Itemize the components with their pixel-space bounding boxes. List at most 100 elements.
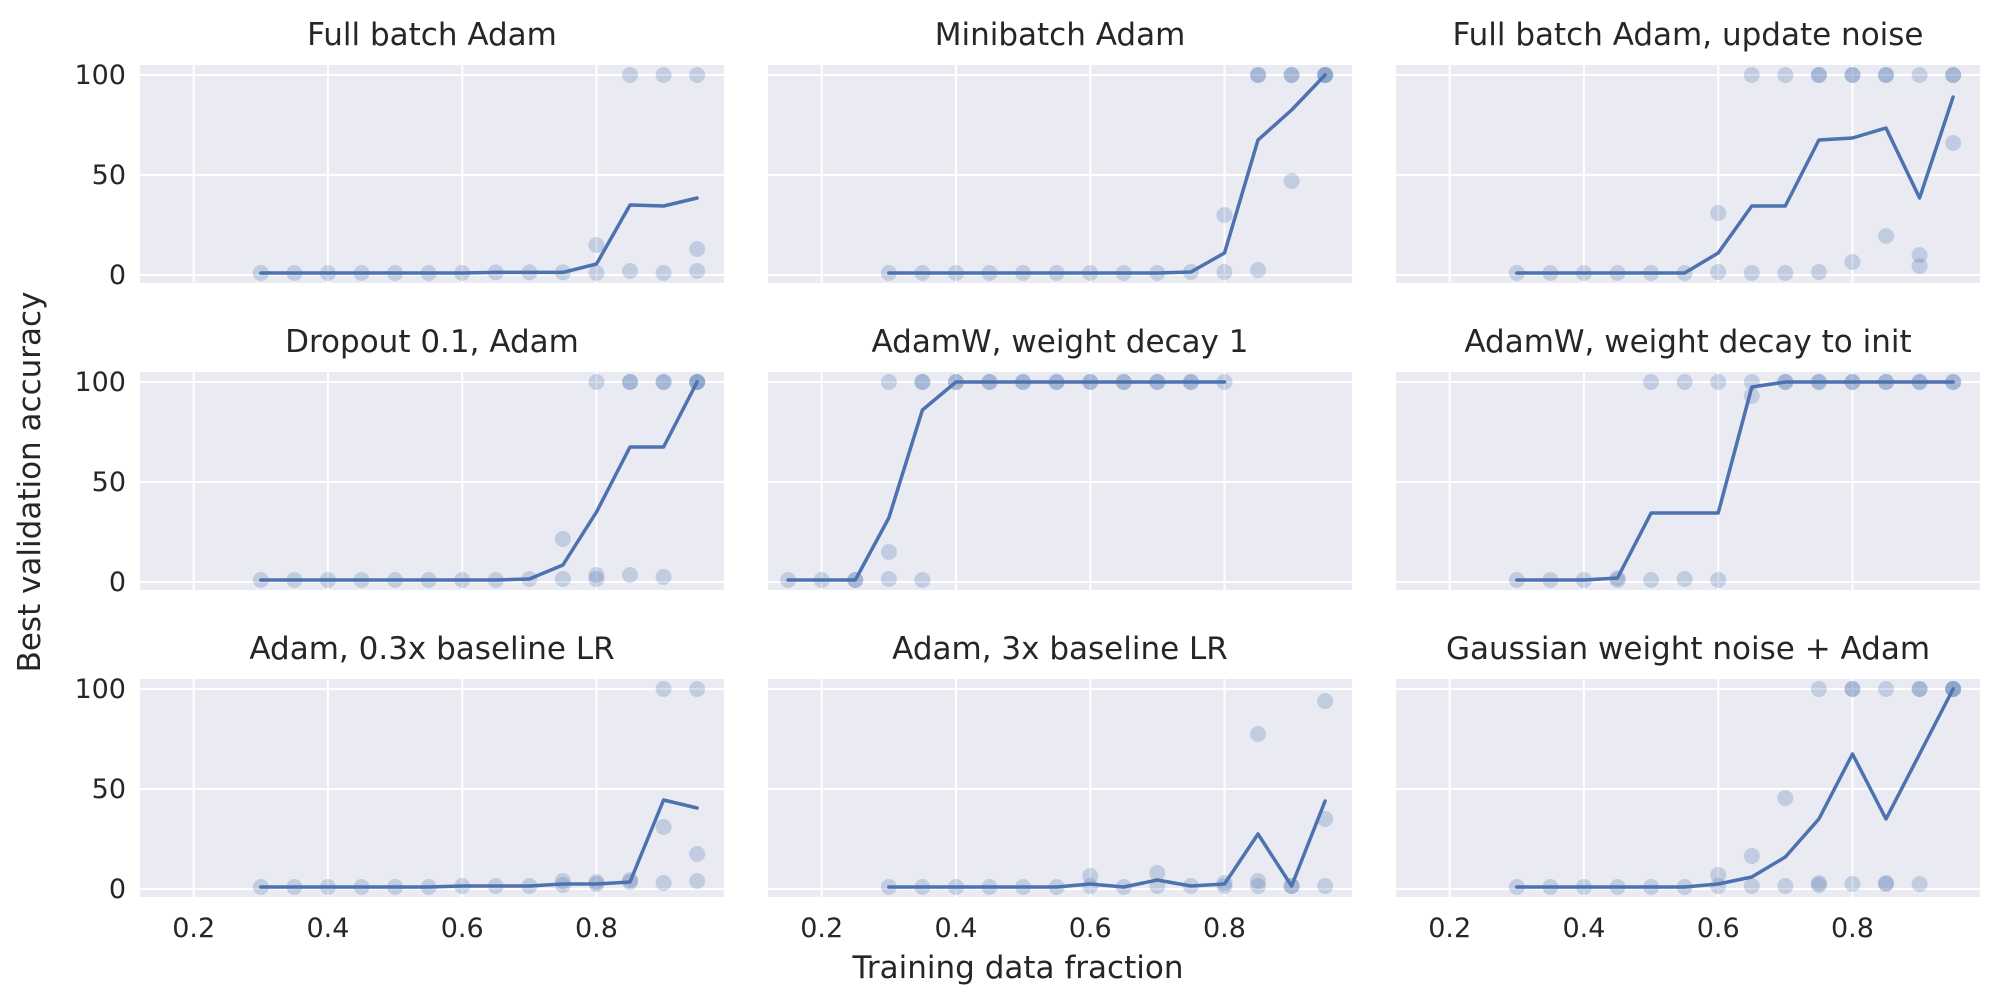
run-point: [588, 571, 605, 587]
y-tick-label: 0: [109, 567, 126, 598]
x-axis-label: Training data fraction: [852, 950, 1184, 986]
run-point: [1777, 67, 1794, 83]
run-point: [655, 681, 672, 697]
run-point: [655, 374, 672, 390]
run-point: [1317, 693, 1334, 709]
run-point: [588, 874, 605, 890]
panel-5: AdamW, weight decay 1: [768, 324, 1352, 590]
run-point: [1216, 878, 1233, 894]
run-point: [1710, 572, 1727, 588]
run-point: [1082, 868, 1099, 884]
run-point: [1810, 681, 1827, 697]
x-tick-label: 0.2: [1428, 913, 1471, 944]
run-point: [689, 67, 706, 83]
run-point: [1911, 681, 1928, 697]
x-tick-label: 0.4: [1562, 913, 1605, 944]
mean-accuracy-line: [1515, 95, 1955, 275]
run-point: [1844, 681, 1861, 697]
run-point: [588, 265, 605, 281]
run-point: [655, 67, 672, 83]
run-point: [554, 531, 571, 547]
x-tick-label: 0.8: [1831, 913, 1874, 944]
panel-3: Full batch Adam, update noise: [1396, 17, 1980, 283]
run-point: [1945, 67, 1962, 83]
run-point: [1082, 878, 1099, 894]
x-tick-label: 0.6: [1069, 913, 1112, 944]
y-tick-label: 0: [109, 874, 126, 905]
run-point: [1810, 877, 1827, 893]
run-point: [1743, 67, 1760, 83]
run-point: [1743, 878, 1760, 894]
panel-7: 0.2 0.4 0.6 0.8 0 50 100 Adam, 0.3x baseline LR: [74, 631, 724, 944]
run-point: [655, 265, 672, 281]
run-point: [1878, 228, 1895, 244]
run-point: [1250, 726, 1267, 742]
run-point: [1643, 374, 1660, 390]
run-point: [1283, 67, 1300, 83]
x-tick-label: 0.6: [1697, 913, 1740, 944]
run-point: [914, 374, 931, 390]
run-point: [1676, 571, 1693, 587]
run-point: [689, 846, 706, 862]
y-tick-label: 100: [74, 60, 126, 91]
run-point: [655, 569, 672, 585]
run-point: [1283, 67, 1300, 83]
y-tick-label: 50: [92, 467, 126, 498]
panel-grid: 0 50 100 Full batch Adam Minibatch Adam Full …: [74, 17, 1980, 944]
run-point: [1911, 67, 1928, 83]
run-point: [1149, 865, 1166, 881]
run-point: [1250, 878, 1267, 894]
mean-accuracy-line: [259, 380, 699, 582]
run-point: [1878, 875, 1895, 891]
panel-4: 0 50 100 Dropout 0.1, Adam: [74, 324, 724, 598]
y-axis-label: Best validation accuracy: [12, 292, 48, 673]
run-point: [1844, 67, 1861, 83]
run-point: [1710, 374, 1727, 390]
run-point: [1810, 67, 1827, 83]
run-point: [1878, 681, 1895, 697]
run-point: [588, 567, 605, 583]
x-tick-label: 0.8: [1203, 913, 1246, 944]
run-point: [622, 374, 639, 390]
run-point: [1777, 790, 1794, 806]
run-point: [1676, 374, 1693, 390]
panel-8: 0.2 0.4 0.6 0.8 Adam, 3x baseline LR: [768, 631, 1352, 944]
run-point: [689, 241, 706, 257]
run-point: [655, 374, 672, 390]
panel-title: Adam, 3x baseline LR: [892, 631, 1228, 667]
x-tick-label: 0.2: [800, 913, 843, 944]
panel-title: AdamW, weight decay 1: [872, 324, 1249, 360]
run-point: [880, 544, 897, 560]
run-point: [1777, 878, 1794, 894]
run-point: [880, 571, 897, 587]
x-tick-label: 0.4: [934, 913, 977, 944]
run-point: [554, 873, 571, 889]
panel-title: Minibatch Adam: [935, 17, 1186, 53]
run-point: [1777, 265, 1794, 281]
mean-accuracy-line: [259, 196, 699, 275]
run-point: [1911, 876, 1928, 892]
run-point: [1878, 67, 1895, 83]
mean-accuracy-line: [887, 799, 1327, 889]
y-tick-label: 50: [92, 774, 126, 805]
panel-title: Full batch Adam: [307, 17, 557, 53]
run-point: [1810, 67, 1827, 83]
panel-9: 0.2 0.4 0.6 0.8 Gaussian weight noise + Adam: [1396, 631, 1980, 944]
panel-title: Gaussian weight noise + Adam: [1446, 631, 1930, 667]
x-tick-label: 0.4: [306, 913, 349, 944]
run-point: [1878, 876, 1895, 892]
mean-accuracy-line: [786, 380, 1227, 582]
run-point: [1710, 205, 1727, 221]
x-tick-label: 0.6: [441, 913, 484, 944]
run-point: [588, 374, 605, 390]
run-point: [914, 374, 931, 390]
panel-2: Minibatch Adam: [768, 17, 1352, 283]
mean-accuracy-line: [1515, 687, 1955, 889]
run-point: [622, 263, 639, 279]
run-point: [1710, 264, 1727, 280]
panel-1: 0 50 100 Full batch Adam: [74, 17, 724, 291]
run-point: [1911, 247, 1928, 263]
run-point: [1250, 262, 1267, 278]
run-point: [1317, 878, 1334, 894]
